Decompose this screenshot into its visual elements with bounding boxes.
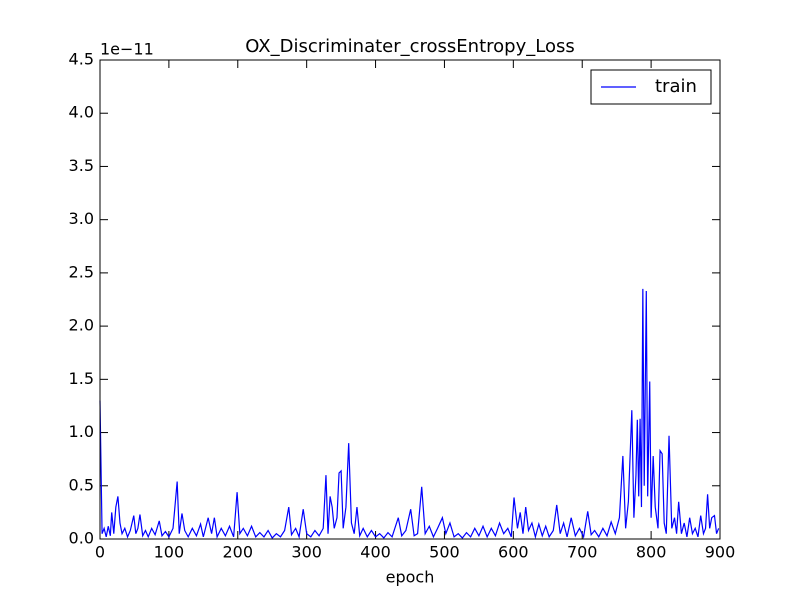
y-tick-label: 1.0 [69, 422, 94, 441]
x-tick-label: 600 [498, 543, 529, 562]
x-tick-label: 900 [705, 543, 736, 562]
x-tick-label: 100 [154, 543, 185, 562]
y-offset-label: 1e−11 [100, 40, 154, 59]
chart-title: OX_Discriminater_crossEntropy_Loss [245, 36, 574, 57]
x-tick-label: 700 [567, 543, 598, 562]
x-tick-label: 800 [636, 543, 667, 562]
x-tick-label: 400 [360, 543, 391, 562]
x-tick-label: 200 [223, 543, 254, 562]
x-axis-label: epoch [386, 568, 435, 587]
y-tick-label: 0.0 [69, 529, 94, 548]
legend-label: train [655, 76, 697, 97]
series-line [99, 288, 720, 540]
y-tick-label: 0.5 [69, 475, 94, 494]
x-tick-label: 0 [95, 543, 105, 562]
x-tick-label: 500 [429, 543, 460, 562]
y-tick-label: 2.5 [69, 262, 94, 281]
y-tick-label: 1.5 [69, 369, 94, 388]
y-tick-label: 2.0 [69, 316, 94, 335]
y-tick-label: 3.5 [69, 156, 94, 175]
x-tick-label: 300 [291, 543, 322, 562]
y-tick-label: 4.5 [69, 50, 94, 69]
y-tick-label: 3.0 [69, 209, 94, 228]
plot-frame [99, 59, 721, 540]
y-tick-label: 4.0 [69, 103, 94, 122]
